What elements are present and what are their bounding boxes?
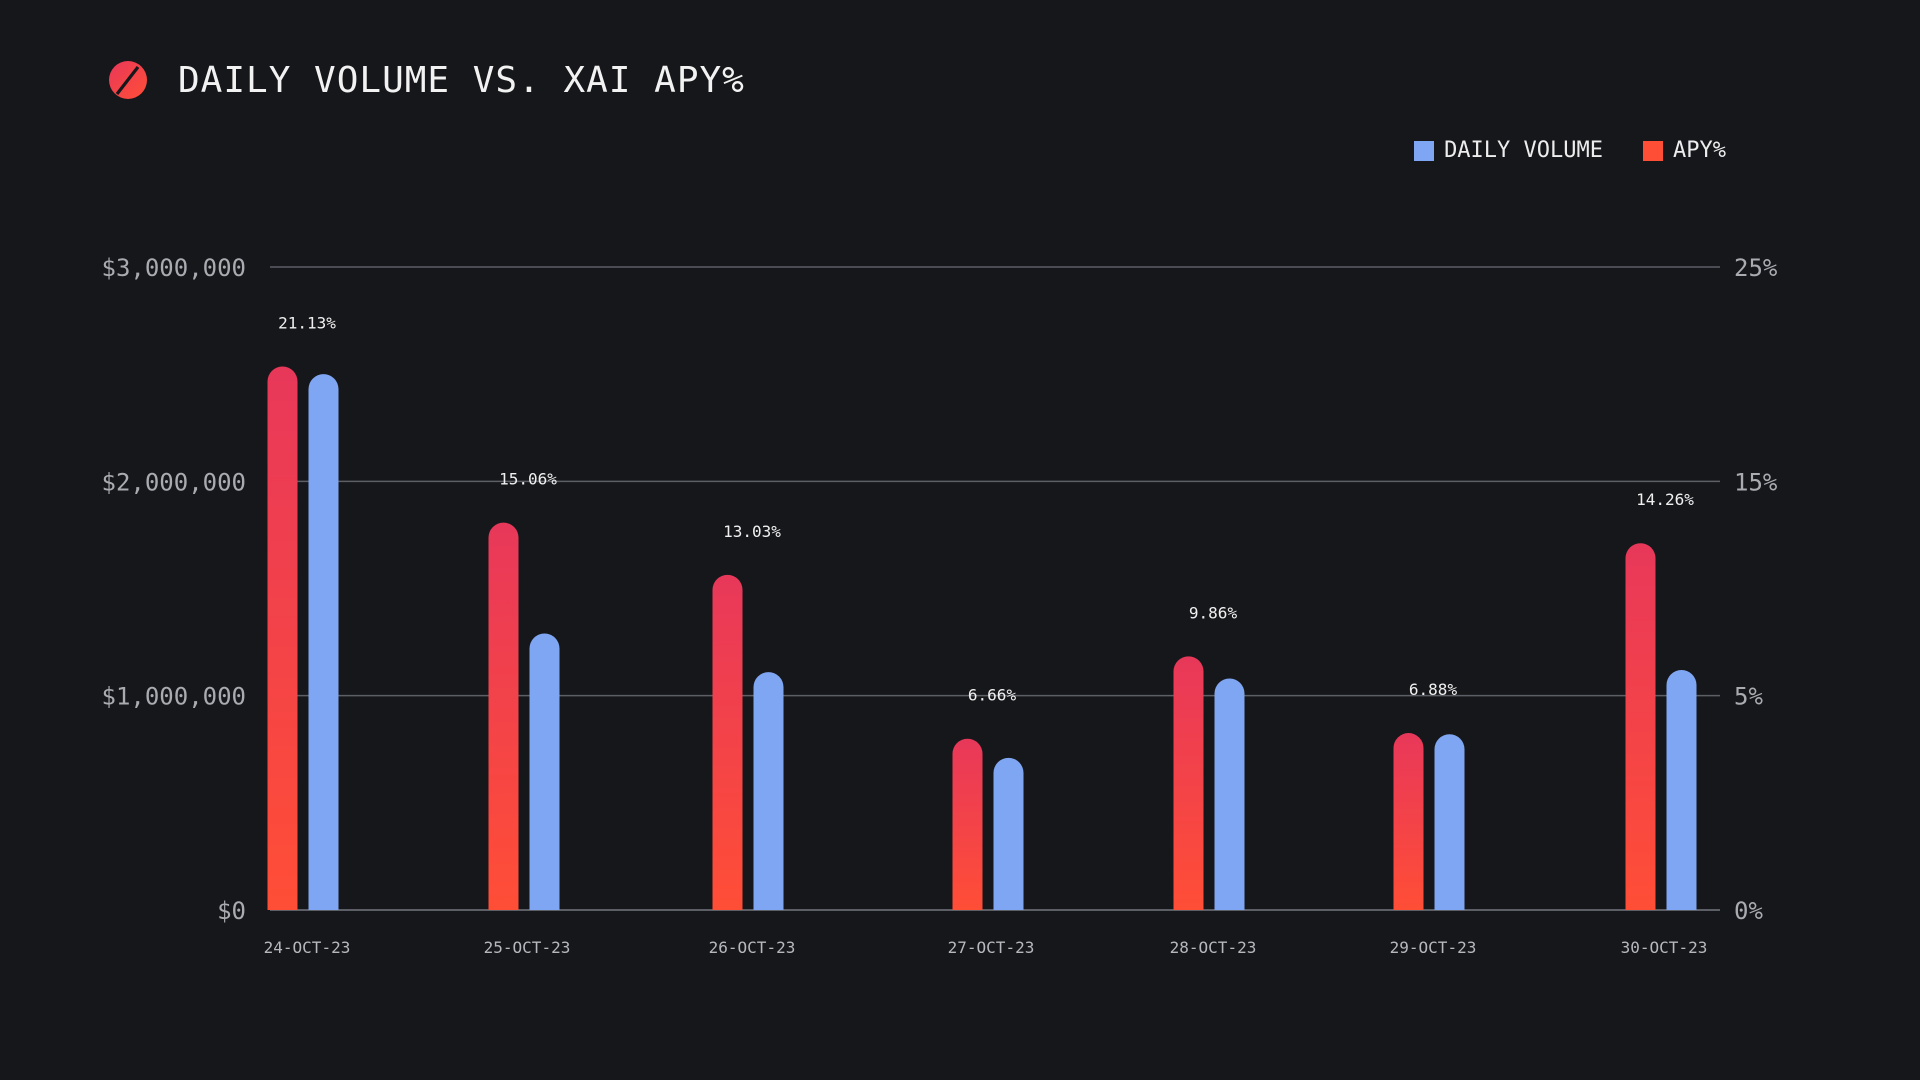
left-axis-tick-label: $3,000,000 xyxy=(102,254,247,282)
apy-bar[interactable] xyxy=(488,522,519,910)
apy-data-label: 9.86% xyxy=(1189,603,1238,622)
chart-legend: DAILY VOLUME APY% xyxy=(1374,138,1726,163)
apy-bar[interactable] xyxy=(712,574,743,910)
x-axis-category-label: 29-OCT-23 xyxy=(1390,938,1477,957)
x-axis-category-label: 26-OCT-23 xyxy=(709,938,796,957)
apy-bar[interactable] xyxy=(952,738,983,910)
chart-title: DAILY VOLUME VS. XAI APY% xyxy=(178,59,745,101)
apy-data-label: 14.26% xyxy=(1636,490,1694,509)
x-axis-category-label: 30-OCT-23 xyxy=(1621,938,1708,957)
legend-label-apy: APY% xyxy=(1673,138,1726,163)
right-axis-tick-label: 25% xyxy=(1734,254,1778,282)
apy-data-label: 6.66% xyxy=(968,686,1017,705)
brand-logo-icon xyxy=(109,61,147,99)
volume-bar[interactable] xyxy=(529,633,560,910)
left-axis-tick-label: $2,000,000 xyxy=(102,468,247,496)
apy-bar[interactable] xyxy=(1173,656,1204,910)
right-axis-tick-label: 5% xyxy=(1734,683,1763,711)
volume-bar[interactable] xyxy=(308,374,339,911)
legend-swatch-apy xyxy=(1643,140,1664,161)
apy-bar[interactable] xyxy=(1625,543,1656,910)
chart-header: DAILY VOLUME VS. XAI APY% xyxy=(108,56,745,104)
x-axis-category-label: 28-OCT-23 xyxy=(1170,938,1257,957)
apy-data-label: 15.06% xyxy=(499,470,557,489)
apy-data-label: 21.13% xyxy=(278,314,336,333)
right-axis-tick-label: 0% xyxy=(1734,897,1763,925)
x-axis-category-label: 24-OCT-23 xyxy=(264,938,351,957)
apy-bar[interactable] xyxy=(267,366,298,910)
legend-item-daily-volume: DAILY VOLUME xyxy=(1414,138,1603,163)
legend-item-apy: APY% xyxy=(1643,138,1726,163)
right-axis-tick-label: 15% xyxy=(1734,468,1778,496)
left-axis-tick-label: $0 xyxy=(217,897,246,925)
apy-data-label: 13.03% xyxy=(723,522,781,541)
left-axis-tick-label: $1,000,000 xyxy=(102,683,247,711)
volume-bar[interactable] xyxy=(753,672,784,910)
x-axis-category-label: 27-OCT-23 xyxy=(948,938,1035,957)
legend-label-daily-volume: DAILY VOLUME xyxy=(1444,138,1604,163)
legend-swatch-volume xyxy=(1414,140,1435,161)
x-axis-category-label: 25-OCT-23 xyxy=(484,938,571,957)
volume-bar[interactable] xyxy=(1434,734,1465,910)
apy-data-label: 6.88% xyxy=(1409,680,1458,699)
volume-bar[interactable] xyxy=(993,757,1024,910)
apy-bar[interactable] xyxy=(1393,733,1424,910)
volume-bar[interactable] xyxy=(1214,678,1245,910)
volume-bar[interactable] xyxy=(1666,669,1697,910)
